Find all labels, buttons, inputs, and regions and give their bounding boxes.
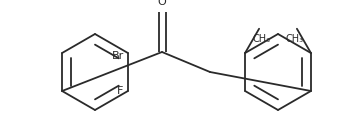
- Text: F: F: [116, 86, 123, 96]
- Text: O: O: [158, 0, 166, 7]
- Text: CH₃: CH₃: [252, 34, 270, 44]
- Text: CH₃: CH₃: [286, 34, 304, 44]
- Text: Br: Br: [112, 51, 124, 61]
